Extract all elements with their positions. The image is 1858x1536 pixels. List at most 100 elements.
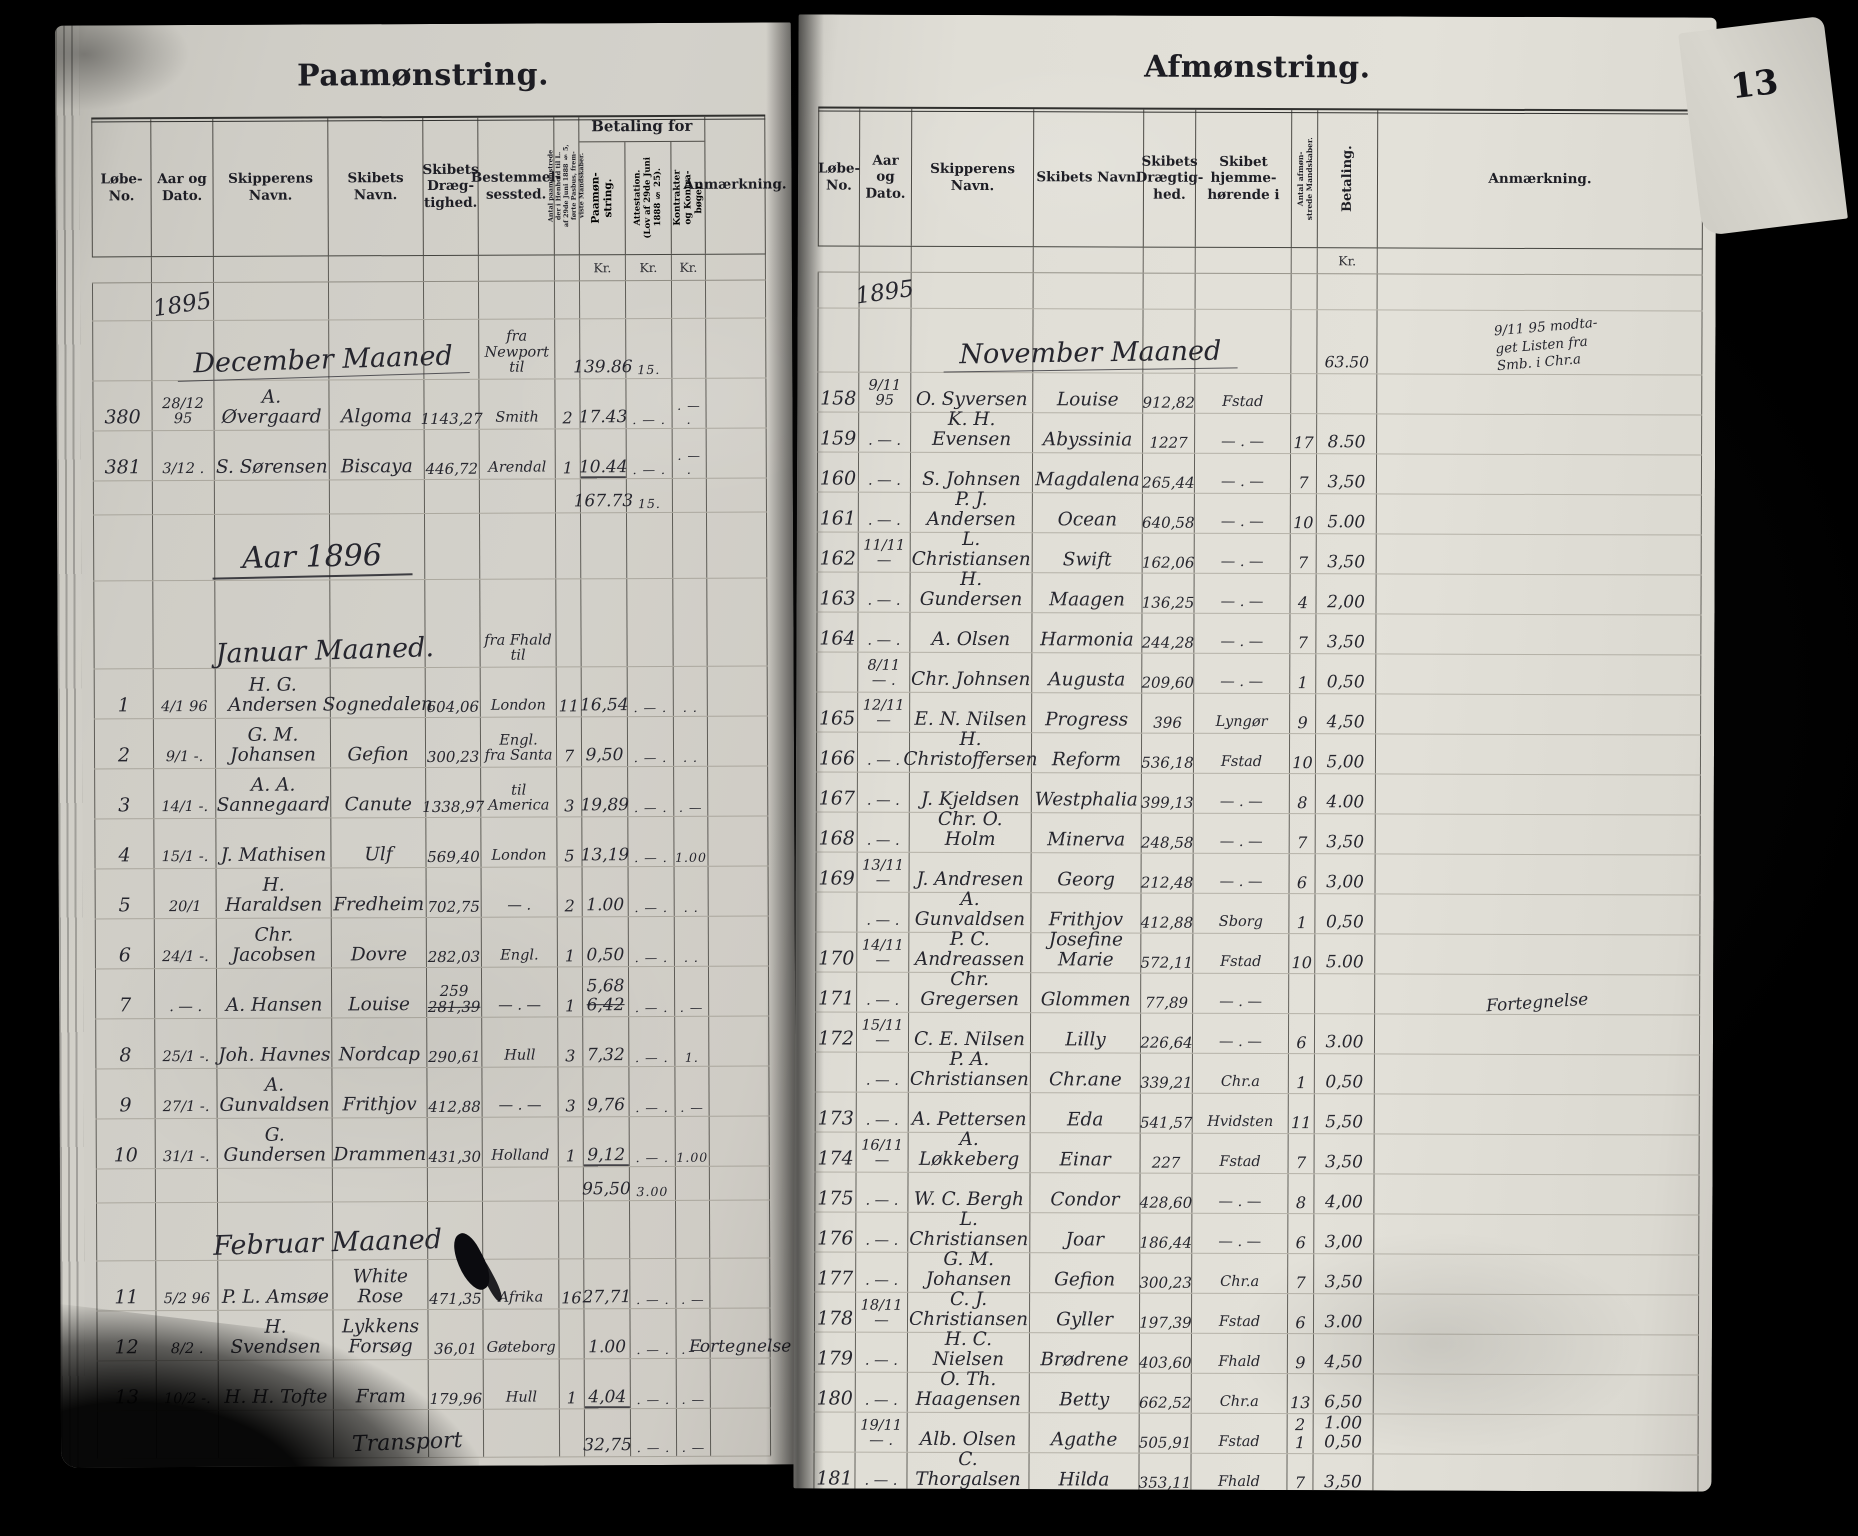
cell-remark	[1373, 1414, 1699, 1455]
cell-skipper-name: P. C. Andreassen	[909, 929, 1032, 973]
cell-crew-count	[558, 1167, 584, 1201]
cell-date: . — .	[857, 732, 911, 772]
cell-skipper-name: H. Christoffersen	[903, 729, 1038, 773]
cell-remark	[1375, 934, 1701, 975]
cell-home-port: — . —	[1193, 773, 1290, 814]
cell-tonnage: 136,25	[1142, 573, 1195, 613]
col-header-bestemmelsessted: Bestemmel- sessted.	[471, 117, 561, 255]
cell-skipper-name: E. N. Nilsen	[910, 692, 1033, 733]
cell-ship-name: Eda	[1030, 1093, 1141, 1133]
cell-payment-kontrakter: 1.00	[674, 816, 709, 866]
cell-date: 15/11 —	[856, 1012, 910, 1052]
cell-ship-name: Reform	[1031, 733, 1143, 773]
cell-date: 15/1 -.	[154, 818, 217, 869]
cell-payment: 3,50	[1316, 614, 1377, 654]
cell-lobe-no	[816, 652, 859, 692]
cell-date: . — .	[855, 1332, 908, 1372]
cell-ship-name: Condor	[1030, 1173, 1141, 1213]
cell-crew-count: 1	[1290, 654, 1317, 694]
ledger-row: 3 14/1 -. A. A. Sannegaard Canute 1338,9…	[94, 766, 769, 820]
cell-ship-name: Maagen	[1032, 573, 1143, 613]
cell-lobe-no	[92, 321, 153, 381]
col-group-betaling-for: Betaling for Paamøn- string. Attestation…	[579, 116, 706, 255]
cell-crew-count	[1291, 274, 1318, 310]
cell-lobe-no: 160	[816, 452, 860, 492]
cell-crew-count: 16	[559, 1259, 585, 1309]
cell-skipper-name: H. C. Nielsen	[907, 1329, 1030, 1373]
cell-skipper-name: C. J. Christiansen	[907, 1289, 1031, 1333]
cell-crew-count: 1	[557, 917, 583, 967]
cell-crew-count: 7	[1287, 1454, 1314, 1492]
col-header-kontrakter: Kontrakter og Kontra- bøger.	[672, 169, 705, 226]
cell-lobe-no: 12	[96, 1311, 157, 1361]
cell-ship-name: Gefion	[330, 718, 427, 768]
cell-lobe-no: 168	[815, 812, 858, 852]
cell-skipper-name: H. H. Tofte	[218, 1360, 334, 1410]
cell-skipper-name: A. Øvergaard	[214, 380, 330, 430]
cell-payment-paamonstring: 167.73	[574, 479, 633, 513]
cell-lobe-no: 5	[94, 869, 155, 919]
cell-skipper-name: A. Gunvaldsen	[217, 1068, 333, 1118]
cell-ship-name: Westphalia	[1031, 773, 1142, 813]
left-table-body: 1895 December	[91, 280, 791, 1460]
cell-home-port: Fstad	[1191, 1293, 1289, 1334]
cell-lobe-no: 170	[815, 932, 858, 972]
cell-ship-name: Augusta	[1032, 653, 1143, 693]
col-header-attestation: Attestation. (Lov af 29de Juni 1888 § 25…	[625, 141, 672, 255]
cell-remark	[1375, 894, 1701, 935]
cell-payment-paamonstring: 16,54	[580, 667, 629, 717]
cell-payment-attestation: . — .	[629, 1016, 676, 1067]
cell-lobe-no	[96, 1411, 158, 1459]
cell-destination: Hull	[483, 1359, 560, 1409]
cell-payment	[1317, 274, 1378, 310]
cell-remark	[1374, 1214, 1700, 1255]
cell-tonnage	[423, 281, 480, 320]
cell-date	[859, 308, 912, 372]
cell-tonnage: 77,89	[1141, 973, 1194, 1013]
ledger-row: 2 9/1 -. G. M. Johansen Gefion 300,23 En…	[93, 716, 769, 770]
ledger-row: November Maaned 63.50 9/11 95 modta- get…	[817, 308, 1703, 376]
cell-skipper-name: J. Mathisen	[216, 818, 332, 868]
cell-home-port: Fstad	[1193, 933, 1290, 974]
cell-home-port: Sborg	[1193, 893, 1290, 934]
cell-tonnage: 505,91	[1139, 1413, 1192, 1453]
cell-payment-kontrakter: 1.00	[675, 1116, 710, 1166]
cell-tonnage: 300,23	[425, 717, 482, 767]
cell-destination	[479, 479, 556, 513]
cell-destination	[478, 281, 556, 319]
cell-payment-paamonstring: 9,76	[583, 1067, 630, 1117]
cell-payment: 3,50	[1315, 814, 1376, 854]
cell-destination: London	[480, 667, 557, 717]
cell-home-port: — . —	[1194, 573, 1291, 614]
cell-date: . — .	[858, 452, 912, 492]
cell-payment-attestation: . — .	[627, 716, 675, 767]
cell-ship-name: Einar	[1030, 1133, 1141, 1173]
cell-ship-name: Josefine Marie	[1031, 929, 1142, 973]
cell-lobe-no: 13	[96, 1361, 157, 1411]
cell-home-port: Chr.a	[1191, 1373, 1288, 1414]
cell-date: . — .	[855, 1372, 908, 1412]
cell-ship-name: Abyssinia	[1033, 413, 1144, 453]
cell-ship-name: Magdalena	[1032, 453, 1144, 493]
right-page-title: Afmønstring.	[1144, 49, 1371, 86]
cell-home-port: Fstad	[1195, 373, 1292, 414]
cell-destination	[482, 1167, 559, 1201]
cell-date: 1895	[854, 272, 916, 310]
cell-crew-count	[1291, 310, 1318, 374]
cell-payment-kontrakter: . .	[674, 866, 709, 916]
cell-home-port: — . —	[1194, 653, 1291, 694]
cell-date: 18/11 —	[855, 1292, 909, 1332]
cell-date: . — .	[856, 1092, 909, 1132]
cell-crew-count: 11	[556, 667, 582, 717]
cell-skipper-name: P. L. Amsøe	[218, 1260, 334, 1310]
cell-payment-kontrakter: . —	[676, 1258, 711, 1308]
cell-lobe-no: 9	[95, 1069, 156, 1119]
cell-home-port: — . —	[1193, 853, 1290, 894]
cell-home-port: — . —	[1193, 813, 1290, 854]
cell-lobe-no: 178	[813, 1292, 857, 1332]
cell-ship-name: Joar	[1030, 1213, 1141, 1253]
cell-payment: 3,50	[1313, 1454, 1374, 1492]
cell-date: 10/2 -.	[156, 1360, 219, 1411]
ledger-row: 4 15/1 -. J. Mathisen Ulf 569,40 London …	[94, 816, 769, 870]
cell-lobe-no: 159	[817, 412, 860, 452]
